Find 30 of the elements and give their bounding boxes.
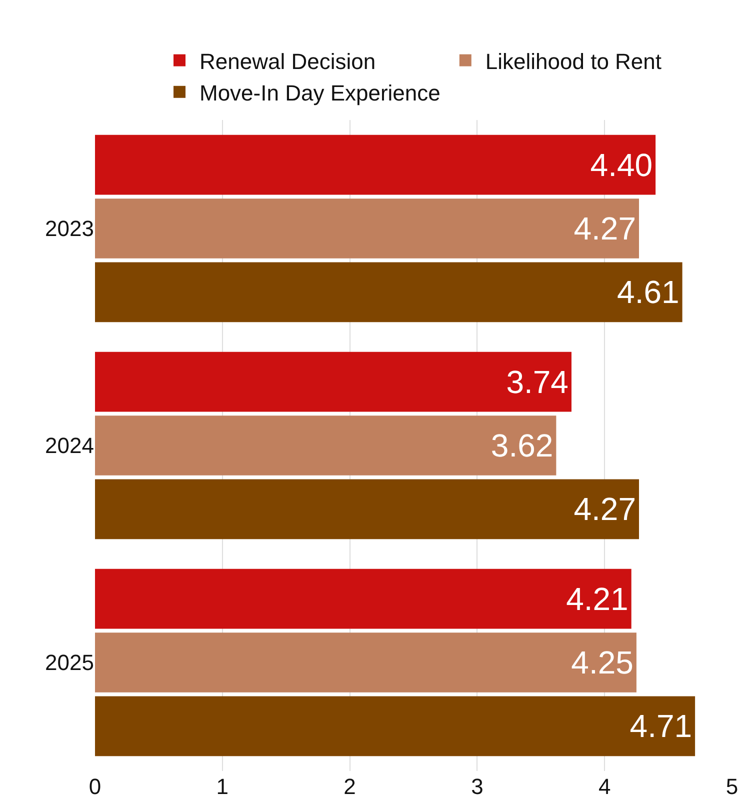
legend-label: Move-In Day Experience [200,80,440,106]
bar [95,416,556,476]
legend-label: Renewal Decision [200,48,376,74]
data-label: 3.74 [506,364,568,400]
x-tick-label: 4 [598,774,611,799]
y-tick-label: 2025 [45,650,94,676]
bar [95,479,639,540]
data-label: 4.61 [617,274,680,310]
x-tick-label: 5 [726,774,738,799]
data-label: 4.25 [571,644,634,680]
bar [95,696,696,756]
bar [95,262,682,322]
bar [95,568,632,629]
bar [95,632,636,692]
x-tick-label: 0 [88,774,102,799]
x-tick-label: 2 [344,774,356,799]
legend-label: Likelihood to Rent [485,48,662,74]
data-label: 4.71 [630,708,692,744]
x-tick-label: 3 [471,774,484,799]
bar [95,352,572,412]
bar [95,134,656,195]
x-tick-label: 1 [216,774,229,799]
data-label: 4.27 [574,210,636,246]
bar [95,198,639,258]
y-tick-label: 2023 [45,216,94,242]
data-label: 3.62 [490,428,554,464]
y-tick-label: 2024 [45,433,94,458]
data-label: 4.21 [566,580,628,617]
data-label: 4.27 [574,491,636,528]
data-label: 4.40 [590,146,653,183]
